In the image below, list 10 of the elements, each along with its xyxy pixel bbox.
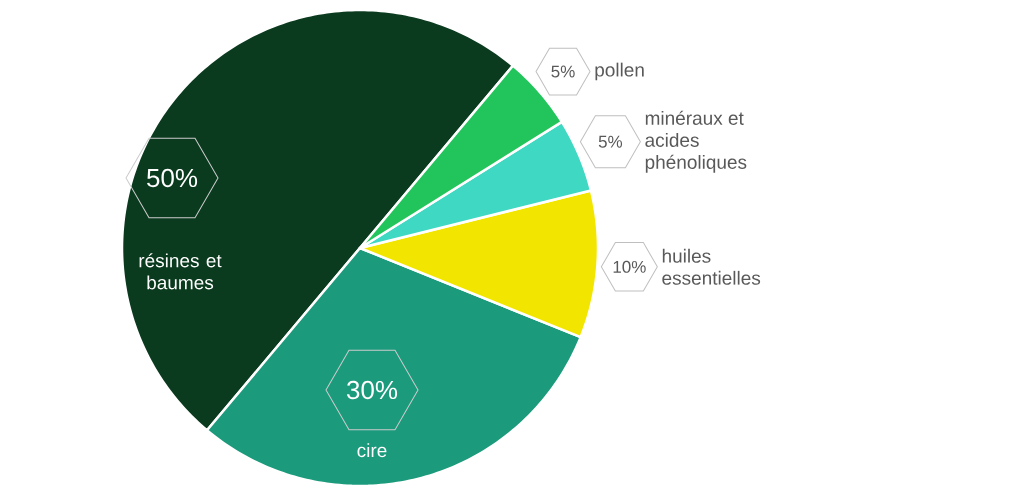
data-label: 5% [551,65,575,78]
data-label: 30% [346,380,398,400]
slice-label: huiles essentielles [662,248,761,285]
data-label: 10% [613,260,646,273]
data-label: 50% [147,168,198,188]
slice-label: résines et baumes [139,253,222,290]
slice-label: pollen [595,62,644,81]
data-label: 5% [598,135,623,148]
slice-label: minéraux et acides phénoliques [645,110,747,173]
slice-label: cire [357,443,387,458]
